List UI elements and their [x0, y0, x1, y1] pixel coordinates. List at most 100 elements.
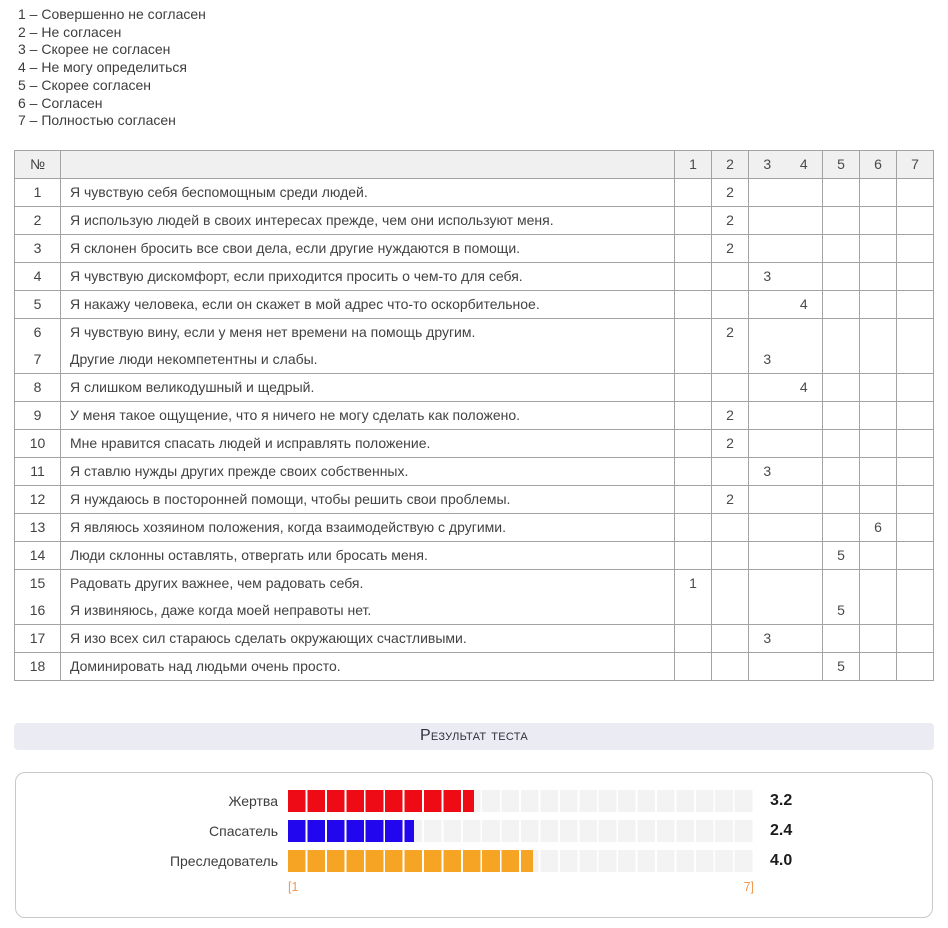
answer-cell-7[interactable]	[896, 456, 934, 486]
answer-cell-6[interactable]	[859, 651, 897, 681]
answer-cell-6[interactable]: 6	[859, 512, 897, 542]
answer-cell-2[interactable]	[711, 540, 749, 570]
answer-cell-5[interactable]	[822, 484, 860, 514]
answer-cell-1[interactable]	[674, 345, 712, 374]
answer-cell-1[interactable]	[674, 317, 712, 346]
answer-cell-3-4[interactable]	[748, 205, 823, 235]
answer-cell-5[interactable]: 5	[822, 596, 860, 625]
answer-cell-6[interactable]	[859, 345, 897, 374]
answer-cell-3-4[interactable]: 3	[748, 261, 823, 291]
answer-cell-2[interactable]	[711, 456, 749, 486]
answer-cell-2[interactable]	[711, 568, 749, 597]
answer-cell-2[interactable]	[711, 623, 749, 653]
answer-cell-3-4[interactable]: 3	[748, 345, 823, 374]
answer-cell-1[interactable]	[674, 372, 712, 402]
answer-cell-3[interactable]: 3	[763, 630, 772, 647]
answer-cell-1[interactable]	[674, 205, 712, 235]
answer-cell-3-4[interactable]	[748, 484, 823, 514]
answer-cell-7[interactable]	[896, 372, 934, 402]
answer-cell-1[interactable]	[674, 596, 712, 625]
answer-cell-7[interactable]	[896, 400, 934, 430]
answer-cell-6[interactable]	[859, 372, 897, 402]
answer-cell-1[interactable]	[674, 233, 712, 263]
answer-cell-7[interactable]	[896, 233, 934, 263]
answer-cell-2[interactable]	[711, 651, 749, 681]
answer-cell-4[interactable]: 4	[799, 379, 808, 396]
answer-cell-2[interactable]	[711, 289, 749, 319]
answer-cell-2[interactable]	[711, 372, 749, 402]
answer-cell-2[interactable]: 2	[711, 400, 749, 430]
answer-cell-3-4[interactable]	[748, 177, 823, 207]
answer-cell-5[interactable]: 5	[822, 540, 860, 570]
answer-cell-7[interactable]	[896, 651, 934, 681]
answer-cell-7[interactable]	[896, 428, 934, 458]
answer-cell-5[interactable]	[822, 289, 860, 319]
answer-cell-7[interactable]	[896, 596, 934, 625]
answer-cell-3[interactable]: 3	[763, 268, 772, 285]
answer-cell-2[interactable]	[711, 512, 749, 542]
answer-cell-1[interactable]	[674, 261, 712, 291]
answer-cell-3-4[interactable]: 3	[748, 623, 823, 653]
answer-cell-5[interactable]	[822, 205, 860, 235]
answer-cell-3-4[interactable]	[748, 428, 823, 458]
answer-cell-5[interactable]	[822, 428, 860, 458]
answer-cell-1[interactable]	[674, 484, 712, 514]
answer-cell-2[interactable]: 2	[711, 205, 749, 235]
answer-cell-7[interactable]	[896, 317, 934, 346]
answer-cell-6[interactable]	[859, 568, 897, 597]
answer-cell-7[interactable]	[896, 205, 934, 235]
answer-cell-7[interactable]	[896, 484, 934, 514]
answer-cell-3-4[interactable]	[748, 568, 823, 597]
answer-cell-5[interactable]	[822, 372, 860, 402]
answer-cell-6[interactable]	[859, 484, 897, 514]
answer-cell-1[interactable]	[674, 512, 712, 542]
answer-cell-7[interactable]	[896, 512, 934, 542]
answer-cell-7[interactable]	[896, 623, 934, 653]
answer-cell-6[interactable]	[859, 205, 897, 235]
answer-cell-2[interactable]	[711, 345, 749, 374]
answer-cell-6[interactable]	[859, 289, 897, 319]
answer-cell-3-4[interactable]	[748, 317, 823, 346]
answer-cell-3-4[interactable]	[748, 651, 823, 681]
answer-cell-5[interactable]	[822, 317, 860, 346]
answer-cell-2[interactable]: 2	[711, 177, 749, 207]
answer-cell-2[interactable]: 2	[711, 233, 749, 263]
answer-cell-5[interactable]	[822, 233, 860, 263]
answer-cell-5[interactable]	[822, 400, 860, 430]
answer-cell-7[interactable]	[896, 261, 934, 291]
answer-cell-2[interactable]	[711, 596, 749, 625]
answer-cell-4[interactable]	[786, 630, 822, 646]
answer-cell-1[interactable]	[674, 400, 712, 430]
answer-cell-1[interactable]	[674, 623, 712, 653]
answer-cell-7[interactable]	[896, 177, 934, 207]
answer-cell-5[interactable]	[822, 177, 860, 207]
answer-cell-6[interactable]	[859, 261, 897, 291]
answer-cell-6[interactable]	[859, 540, 897, 570]
answer-cell-6[interactable]	[859, 400, 897, 430]
answer-cell-3[interactable]: 3	[763, 351, 772, 368]
answer-cell-4[interactable]: 4	[799, 296, 808, 313]
answer-cell-3[interactable]	[750, 296, 786, 312]
answer-cell-1[interactable]	[674, 540, 712, 570]
answer-cell-1[interactable]	[674, 428, 712, 458]
answer-cell-3-4[interactable]: 3	[748, 456, 823, 486]
answer-cell-5[interactable]	[822, 568, 860, 597]
answer-cell-6[interactable]	[859, 317, 897, 346]
answer-cell-6[interactable]	[859, 456, 897, 486]
answer-cell-5[interactable]	[822, 345, 860, 374]
answer-cell-6[interactable]	[859, 623, 897, 653]
answer-cell-4[interactable]	[786, 463, 822, 479]
answer-cell-2[interactable]: 2	[711, 484, 749, 514]
answer-cell-3-4[interactable]	[748, 512, 823, 542]
answer-cell-3-4[interactable]: 4	[748, 289, 823, 319]
answer-cell-5[interactable]	[822, 261, 860, 291]
answer-cell-1[interactable]	[674, 177, 712, 207]
answer-cell-2[interactable]	[711, 261, 749, 291]
answer-cell-7[interactable]	[896, 345, 934, 374]
answer-cell-5[interactable]	[822, 623, 860, 653]
answer-cell-7[interactable]	[896, 568, 934, 597]
answer-cell-4[interactable]	[786, 268, 822, 284]
answer-cell-5[interactable]	[822, 456, 860, 486]
answer-cell-3-4[interactable]	[748, 596, 823, 625]
answer-cell-1[interactable]	[674, 651, 712, 681]
